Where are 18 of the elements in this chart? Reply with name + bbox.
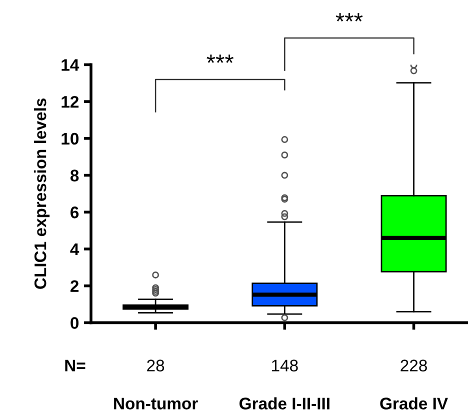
x-tick-label: Grade IV bbox=[380, 397, 448, 410]
y-tick-label: 14 bbox=[62, 59, 80, 71]
y-tick-label: 4 bbox=[70, 244, 80, 256]
x-tick-label: Grade I-II-III bbox=[240, 397, 330, 410]
x-tick-label: Non-tumor bbox=[114, 398, 198, 410]
text: 228 bbox=[400, 360, 427, 372]
text: *** bbox=[206, 54, 234, 63]
text: 148 bbox=[272, 360, 298, 372]
y-tick-label: 2 bbox=[70, 280, 79, 292]
y-tick-label: 0 bbox=[70, 317, 79, 329]
text: N= bbox=[65, 360, 86, 372]
y-tick-label: 6 bbox=[70, 206, 79, 218]
y-axis-title: CLIC1 expression levels bbox=[34, 98, 50, 289]
y-tick-label: 8 bbox=[70, 170, 79, 182]
text: *** bbox=[336, 13, 363, 22]
y-tick-label: 12 bbox=[62, 96, 79, 108]
y-tick-label: 10 bbox=[62, 132, 79, 145]
text: 28 bbox=[147, 360, 164, 372]
